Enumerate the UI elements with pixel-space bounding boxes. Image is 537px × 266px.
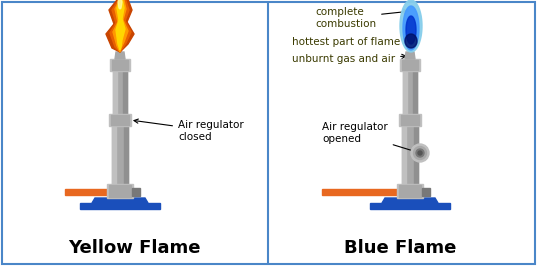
Text: Blue Flame: Blue Flame [344,239,456,257]
Polygon shape [80,203,160,209]
Polygon shape [124,126,128,184]
Polygon shape [382,198,438,203]
Circle shape [418,151,422,155]
Circle shape [413,147,426,160]
Polygon shape [400,59,420,71]
Polygon shape [116,0,125,50]
Polygon shape [399,185,421,197]
Polygon shape [112,60,128,70]
Polygon shape [397,184,423,198]
Polygon shape [115,52,125,59]
Polygon shape [400,0,422,52]
Polygon shape [405,34,417,48]
Polygon shape [405,52,415,59]
Polygon shape [132,188,140,196]
Polygon shape [402,60,418,70]
Text: Air regulator
closed: Air regulator closed [134,119,244,142]
Polygon shape [112,126,116,184]
Polygon shape [106,0,134,52]
Polygon shape [110,0,131,52]
Polygon shape [403,6,419,50]
Polygon shape [399,114,421,126]
Polygon shape [113,0,128,52]
Circle shape [416,149,424,157]
Polygon shape [403,71,407,114]
Polygon shape [401,115,419,125]
Polygon shape [65,189,108,195]
Polygon shape [113,71,117,114]
Polygon shape [406,16,416,44]
Polygon shape [403,71,417,114]
Polygon shape [123,71,127,114]
Polygon shape [322,189,398,195]
Polygon shape [413,71,417,114]
Polygon shape [112,126,128,184]
Text: complete
combustion: complete combustion [315,7,408,29]
Polygon shape [107,184,133,198]
Circle shape [411,144,429,162]
Polygon shape [92,198,148,203]
Polygon shape [109,114,131,126]
Polygon shape [402,126,406,184]
Polygon shape [109,185,131,197]
Polygon shape [414,126,418,184]
Polygon shape [370,203,450,209]
FancyBboxPatch shape [2,2,535,264]
Polygon shape [118,0,122,9]
Polygon shape [402,126,418,184]
Text: Air regulator
opened: Air regulator opened [322,122,416,153]
Text: Yellow Flame: Yellow Flame [68,239,200,257]
Polygon shape [113,71,127,114]
Text: unburnt gas and air: unburnt gas and air [292,54,406,64]
Polygon shape [111,115,129,125]
Polygon shape [422,188,430,196]
Polygon shape [110,59,130,71]
Text: hottest part of flame: hottest part of flame [292,35,408,47]
